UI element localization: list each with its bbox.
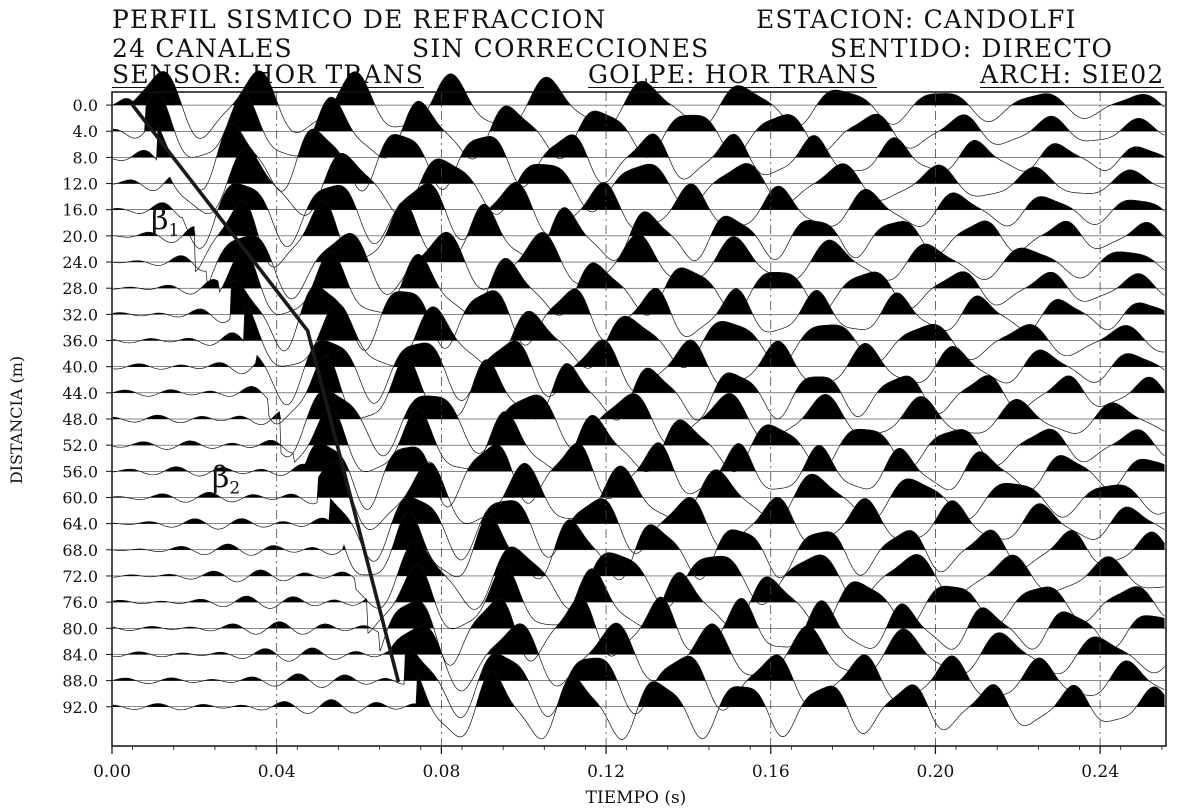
trace-fill — [113, 280, 1165, 315]
trace-fill — [113, 201, 1165, 236]
trace-fill — [113, 232, 1165, 262]
trace-fill — [113, 672, 1165, 707]
file-label: ARCH: SIE02 — [980, 60, 1165, 89]
y-axis-ticks: 0.0 4.0 8.0 12.0 16.0 20.0 24.0 28.0 32.0 36.0 40.… — [62, 96, 112, 717]
y-tick-label: 24.0 — [62, 253, 98, 272]
trace-fill — [113, 410, 1165, 446]
channels-label: 24 CANALES — [112, 34, 293, 63]
trace-fill — [113, 253, 1165, 289]
trace-wiggle — [112, 622, 1165, 692]
y-tick-label: 88.0 — [62, 672, 98, 691]
annotation-label: β1 — [151, 202, 179, 240]
y-tick-label: 76.0 — [62, 593, 98, 612]
trace-fill — [113, 123, 1165, 158]
trace-fill — [113, 497, 1165, 524]
trace-fill — [113, 390, 1165, 419]
trace-fill — [113, 96, 1165, 132]
trace-fill — [113, 358, 1165, 393]
corrections-label: SIN CORRECCIONES — [412, 34, 710, 63]
x-tick-label: 0.00 — [93, 762, 131, 782]
trace-wiggle — [112, 147, 1165, 216]
trace-wiggle — [112, 339, 1165, 406]
y-tick-label: 32.0 — [62, 305, 98, 324]
trace-fill — [113, 463, 1165, 498]
trace-wiggle — [112, 279, 1165, 352]
trace-wiggle — [112, 231, 1165, 300]
trace-wiggle — [112, 70, 1165, 139]
grid-lines — [276, 92, 1101, 746]
y-tick-label: 92.0 — [62, 698, 98, 717]
y-tick-label: 4.0 — [73, 122, 98, 141]
y-tick-label: 0.0 — [73, 96, 98, 115]
x-tick-label: 0.04 — [258, 762, 296, 782]
y-tick-label: 44.0 — [62, 384, 98, 403]
x-tick-label: 0.16 — [752, 762, 790, 782]
trace-wiggle — [112, 461, 1165, 530]
trace-wiggle — [112, 596, 1165, 666]
trace-wiggle — [112, 670, 1165, 740]
y-tick-label: 80.0 — [62, 619, 98, 638]
y-tick-label: 16.0 — [62, 201, 98, 220]
x-axis-label: TIEMPO (s) — [586, 788, 687, 808]
trace-wiggle — [112, 123, 1165, 192]
trace-fill — [113, 541, 1165, 576]
y-tick-label: 28.0 — [62, 279, 98, 298]
chart-title: PERFIL SISMICO DE REFRACCION — [112, 5, 607, 34]
y-axis-label: DISTANCIA (m) — [7, 356, 26, 484]
series-line — [130, 103, 310, 333]
y-tick-label: 56.0 — [62, 462, 98, 481]
y-tick-label: 8.0 — [73, 148, 98, 167]
station-label: ESTACION: CANDOLFI — [756, 5, 1077, 34]
trace-wiggle — [112, 442, 1165, 510]
trace-wiggle — [112, 389, 1165, 458]
trace-wiggle — [112, 511, 1165, 581]
trace-wiggle — [112, 354, 1165, 425]
y-tick-label: 72.0 — [62, 567, 98, 586]
x-tick-label: 0.20 — [917, 762, 955, 782]
trace-fill — [113, 567, 1165, 603]
sensor-label: SENSOR: HOR TRANS — [112, 60, 425, 89]
x-tick-label: 0.24 — [1081, 762, 1119, 782]
y-tick-label: 84.0 — [62, 645, 98, 664]
x-tick-label: 0.12 — [587, 762, 625, 782]
trace-fill — [113, 442, 1165, 472]
trace-wiggle — [112, 496, 1165, 562]
trace-fill — [113, 647, 1165, 681]
y-tick-label: 68.0 — [62, 541, 98, 560]
seismic-traces — [112, 70, 1166, 740]
y-tick-label: 60.0 — [62, 488, 98, 507]
y-tick-label: 48.0 — [62, 410, 98, 429]
trace-fill — [113, 182, 1165, 210]
trace-fill — [113, 515, 1165, 550]
trace-wiggle — [112, 200, 1165, 273]
chart-header: PERFIL SISMICO DE REFRACCION ESTACION: C… — [0, 0, 1196, 92]
y-tick-label: 20.0 — [62, 227, 98, 246]
trace-fill — [113, 306, 1165, 341]
x-tick-label: 0.08 — [422, 762, 460, 782]
trace-fill — [113, 339, 1165, 367]
x-axis-ticks: 0.00 0.04 0.08 0.12 0.16 0.20 0.24 — [93, 746, 1163, 782]
trace-fill — [113, 149, 1165, 184]
trace-fill — [113, 70, 1165, 106]
trace-fill — [113, 597, 1165, 629]
y-tick-label: 52.0 — [62, 436, 98, 455]
trace-wiggle — [112, 301, 1165, 369]
trace-fill — [113, 623, 1165, 655]
y-tick-label: 12.0 — [62, 175, 98, 194]
y-tick-label: 64.0 — [62, 515, 98, 534]
annotation-label: β2 — [212, 461, 240, 499]
y-tick-label: 40.0 — [62, 358, 98, 377]
series-line — [305, 328, 400, 683]
series-lines — [130, 103, 400, 683]
trace-wiggle — [112, 540, 1165, 610]
direction-label: SENTIDO: DIRECTO — [830, 34, 1114, 63]
y-tick-label: 36.0 — [62, 332, 98, 351]
